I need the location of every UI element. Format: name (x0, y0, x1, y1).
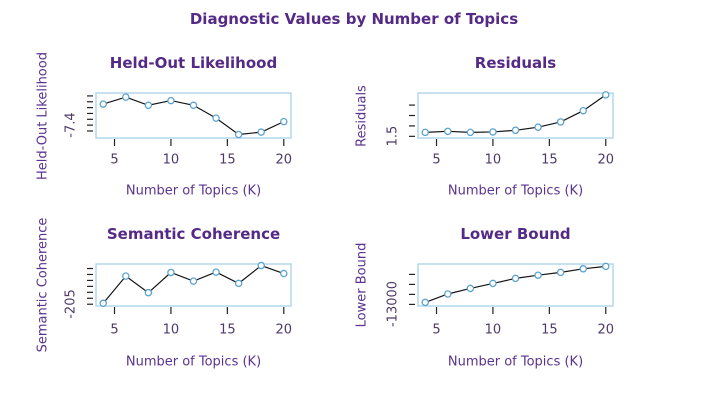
data-point (466, 284, 475, 293)
data-point (99, 299, 107, 308)
data-point (556, 118, 565, 126)
data-point (234, 279, 243, 288)
data-point (189, 277, 198, 285)
data-point (280, 117, 288, 126)
x-tick-label: 20 (275, 322, 293, 338)
y-axis-label: Semantic Coherence (35, 217, 51, 353)
data-point (602, 262, 610, 271)
data-point (122, 93, 130, 101)
data-point (602, 91, 610, 99)
chart-title: Semantic Coherence (106, 225, 281, 243)
x-tick-label: 20 (597, 322, 615, 338)
data-point (511, 274, 520, 283)
data-point (144, 288, 153, 297)
data-point (466, 128, 475, 137)
data-point (444, 127, 452, 136)
data-point (489, 279, 497, 288)
x-tick-label: 15 (541, 152, 558, 168)
data-point (489, 128, 497, 136)
chart-title: Lower Bound (460, 225, 571, 243)
x-axis-label: Number of Topics (K) (447, 183, 584, 199)
x-tick-label: 15 (541, 322, 558, 338)
y-axis-label: Held-Out Likelihood (35, 51, 51, 180)
x-tick-label: 10 (162, 322, 180, 338)
page-title: Diagnostic Values by Number of Topics (189, 10, 519, 28)
data-point (534, 271, 542, 279)
x-tick-label: 15 (219, 152, 236, 168)
data-point (579, 106, 587, 115)
data-point (280, 269, 288, 278)
y-tick-label: -205 (63, 289, 79, 319)
data-point (257, 128, 265, 136)
data-point (534, 123, 542, 131)
x-axis-label: Number of Topics (K) (447, 354, 584, 370)
x-tick-label: 5 (110, 322, 119, 338)
data-point (212, 114, 220, 122)
plot-box (95, 263, 292, 307)
x-tick-label: 10 (484, 322, 502, 338)
plot-box (417, 263, 614, 307)
data-point (556, 268, 565, 277)
x-tick-label: 5 (432, 152, 441, 168)
data-point (167, 96, 175, 105)
x-tick-label: 10 (162, 152, 180, 168)
x-tick-label: 15 (219, 322, 236, 338)
y-tick-label: 1.5 (385, 125, 401, 147)
data-point (144, 101, 153, 110)
data-point (99, 100, 107, 108)
x-tick-label: 20 (597, 152, 615, 168)
plot-box (417, 92, 614, 139)
y-axis-label: Lower Bound (354, 242, 370, 328)
data-point (421, 128, 429, 137)
series-line (425, 265, 606, 303)
data-point (511, 126, 520, 135)
data-point (444, 290, 452, 298)
x-tick-label: 5 (432, 322, 441, 338)
data-point (189, 101, 198, 110)
data-point (167, 268, 175, 277)
plot-box (95, 92, 292, 139)
chart-title: Held-Out Likelihood (109, 54, 278, 72)
x-axis-label: Number of Topics (K) (125, 354, 262, 370)
data-point (257, 261, 265, 270)
data-point (234, 130, 243, 139)
y-axis-label: Residuals (354, 84, 370, 147)
data-point (579, 265, 587, 273)
x-tick-label: 10 (484, 152, 502, 168)
y-tick-label: -7.4 (63, 112, 79, 138)
y-tick-label: -13000 (385, 281, 401, 328)
x-tick-label: 5 (110, 152, 119, 168)
chart-title: Residuals (474, 54, 557, 72)
data-point (421, 298, 429, 307)
x-axis-label: Number of Topics (K) (125, 183, 262, 199)
data-point (122, 272, 130, 280)
data-point (212, 268, 220, 276)
x-tick-label: 20 (275, 152, 293, 168)
